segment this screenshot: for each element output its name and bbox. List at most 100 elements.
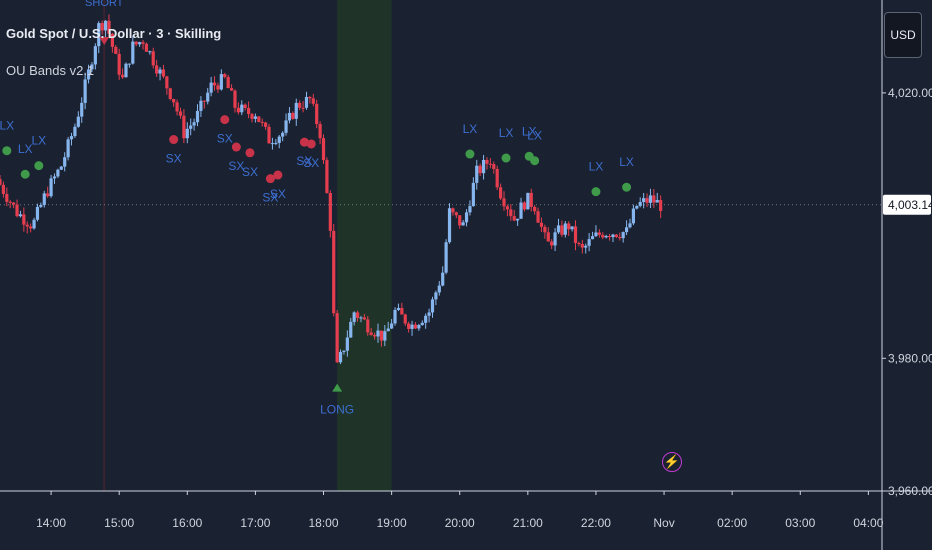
lightning-icon[interactable]: ⚡ bbox=[662, 452, 682, 472]
candle bbox=[202, 100, 206, 102]
candle bbox=[274, 142, 278, 144]
candle bbox=[481, 159, 486, 174]
sx-signal-label: SX bbox=[166, 152, 182, 166]
candle bbox=[301, 107, 305, 109]
candle bbox=[430, 299, 435, 313]
candle bbox=[1, 184, 6, 194]
lx-signal-label: LX bbox=[0, 119, 14, 133]
candle bbox=[335, 313, 339, 363]
candle bbox=[127, 63, 132, 65]
candle bbox=[212, 82, 217, 86]
candle bbox=[601, 234, 605, 238]
candle bbox=[587, 239, 591, 246]
candle bbox=[264, 122, 268, 127]
candle bbox=[349, 321, 353, 338]
candle bbox=[475, 165, 479, 183]
candle bbox=[131, 41, 135, 64]
price-tick-label: 4,020.00 bbox=[888, 86, 932, 100]
candle bbox=[277, 136, 281, 143]
time-tick-label: 22:00 bbox=[581, 516, 611, 530]
candle bbox=[32, 219, 36, 229]
time-tick-label: 04:00 bbox=[853, 516, 883, 530]
candle bbox=[209, 82, 213, 93]
lx-signal-dot bbox=[622, 182, 632, 192]
candle bbox=[396, 307, 401, 310]
short-signal-triangle bbox=[99, 37, 110, 45]
candle bbox=[645, 198, 649, 203]
symbol-title[interactable]: Gold Spot / U.S. Dollar · 3 · Skilling bbox=[6, 26, 222, 41]
candle bbox=[417, 325, 421, 329]
lx-signal-label: LX bbox=[619, 155, 634, 169]
candle bbox=[253, 116, 258, 119]
candle bbox=[390, 323, 394, 329]
lx-signal-label: LX bbox=[589, 160, 604, 174]
candle bbox=[267, 126, 271, 144]
sx-signal-label: SX bbox=[270, 187, 286, 201]
candle bbox=[172, 98, 176, 103]
candle bbox=[216, 85, 220, 90]
candle bbox=[97, 23, 101, 47]
candle bbox=[655, 200, 659, 203]
candle bbox=[90, 64, 94, 70]
candle bbox=[372, 335, 377, 337]
candle bbox=[189, 125, 193, 129]
candle bbox=[178, 111, 183, 116]
candle bbox=[628, 223, 632, 228]
lx-signal-dot bbox=[465, 149, 475, 159]
candle bbox=[332, 230, 336, 314]
candle bbox=[165, 76, 169, 89]
candle bbox=[355, 312, 360, 318]
candle bbox=[659, 200, 663, 211]
lx-signal-label: LX bbox=[18, 142, 33, 156]
candle bbox=[0, 179, 2, 185]
short-signal-label: SHORT bbox=[85, 0, 124, 9]
sx-signal-dot bbox=[273, 170, 283, 180]
candle bbox=[393, 309, 397, 324]
candle bbox=[182, 115, 186, 139]
candle bbox=[376, 330, 380, 337]
candle bbox=[22, 214, 26, 225]
candle bbox=[56, 169, 60, 177]
sx-signal-label: SX bbox=[296, 154, 312, 168]
candle bbox=[359, 317, 363, 319]
candle bbox=[631, 208, 636, 224]
candle bbox=[243, 104, 247, 108]
candle bbox=[584, 245, 588, 248]
candle bbox=[342, 350, 346, 352]
candle bbox=[315, 103, 319, 125]
candle bbox=[522, 202, 527, 210]
candle bbox=[298, 102, 302, 108]
candle bbox=[107, 20, 111, 34]
price-axis[interactable]: 4,020.00 3,980.00 3,960.00 4,003.14 bbox=[882, 86, 932, 498]
candle bbox=[567, 223, 571, 230]
lx-signal-label: LX bbox=[527, 129, 542, 143]
candle bbox=[441, 272, 445, 286]
candle bbox=[652, 195, 656, 203]
indicator-label[interactable]: OU Bands v2.1 bbox=[6, 63, 95, 78]
candle bbox=[383, 331, 387, 341]
candle bbox=[69, 136, 74, 140]
candle bbox=[304, 96, 309, 108]
candle bbox=[76, 116, 80, 127]
time-axis[interactable]: 14:00 15:00 16:00 17:00 18:00 19:00 20:00 21:00… bbox=[36, 491, 884, 530]
candle bbox=[158, 69, 162, 74]
currency-button[interactable]: USD bbox=[884, 12, 922, 58]
lx-signal-label: LX bbox=[522, 124, 537, 138]
candle bbox=[103, 20, 108, 31]
candle bbox=[257, 116, 261, 122]
candle bbox=[148, 51, 152, 53]
long-signal-triangle bbox=[332, 383, 343, 392]
candle bbox=[556, 225, 561, 233]
candle bbox=[362, 317, 366, 320]
candle bbox=[400, 307, 404, 315]
candle bbox=[536, 211, 540, 223]
candle bbox=[195, 110, 200, 123]
last-price-box bbox=[883, 194, 931, 215]
candle bbox=[46, 193, 50, 197]
candle bbox=[529, 192, 533, 207]
candle bbox=[635, 205, 639, 209]
candle bbox=[454, 212, 458, 216]
candle bbox=[512, 216, 516, 221]
candle bbox=[311, 98, 315, 104]
